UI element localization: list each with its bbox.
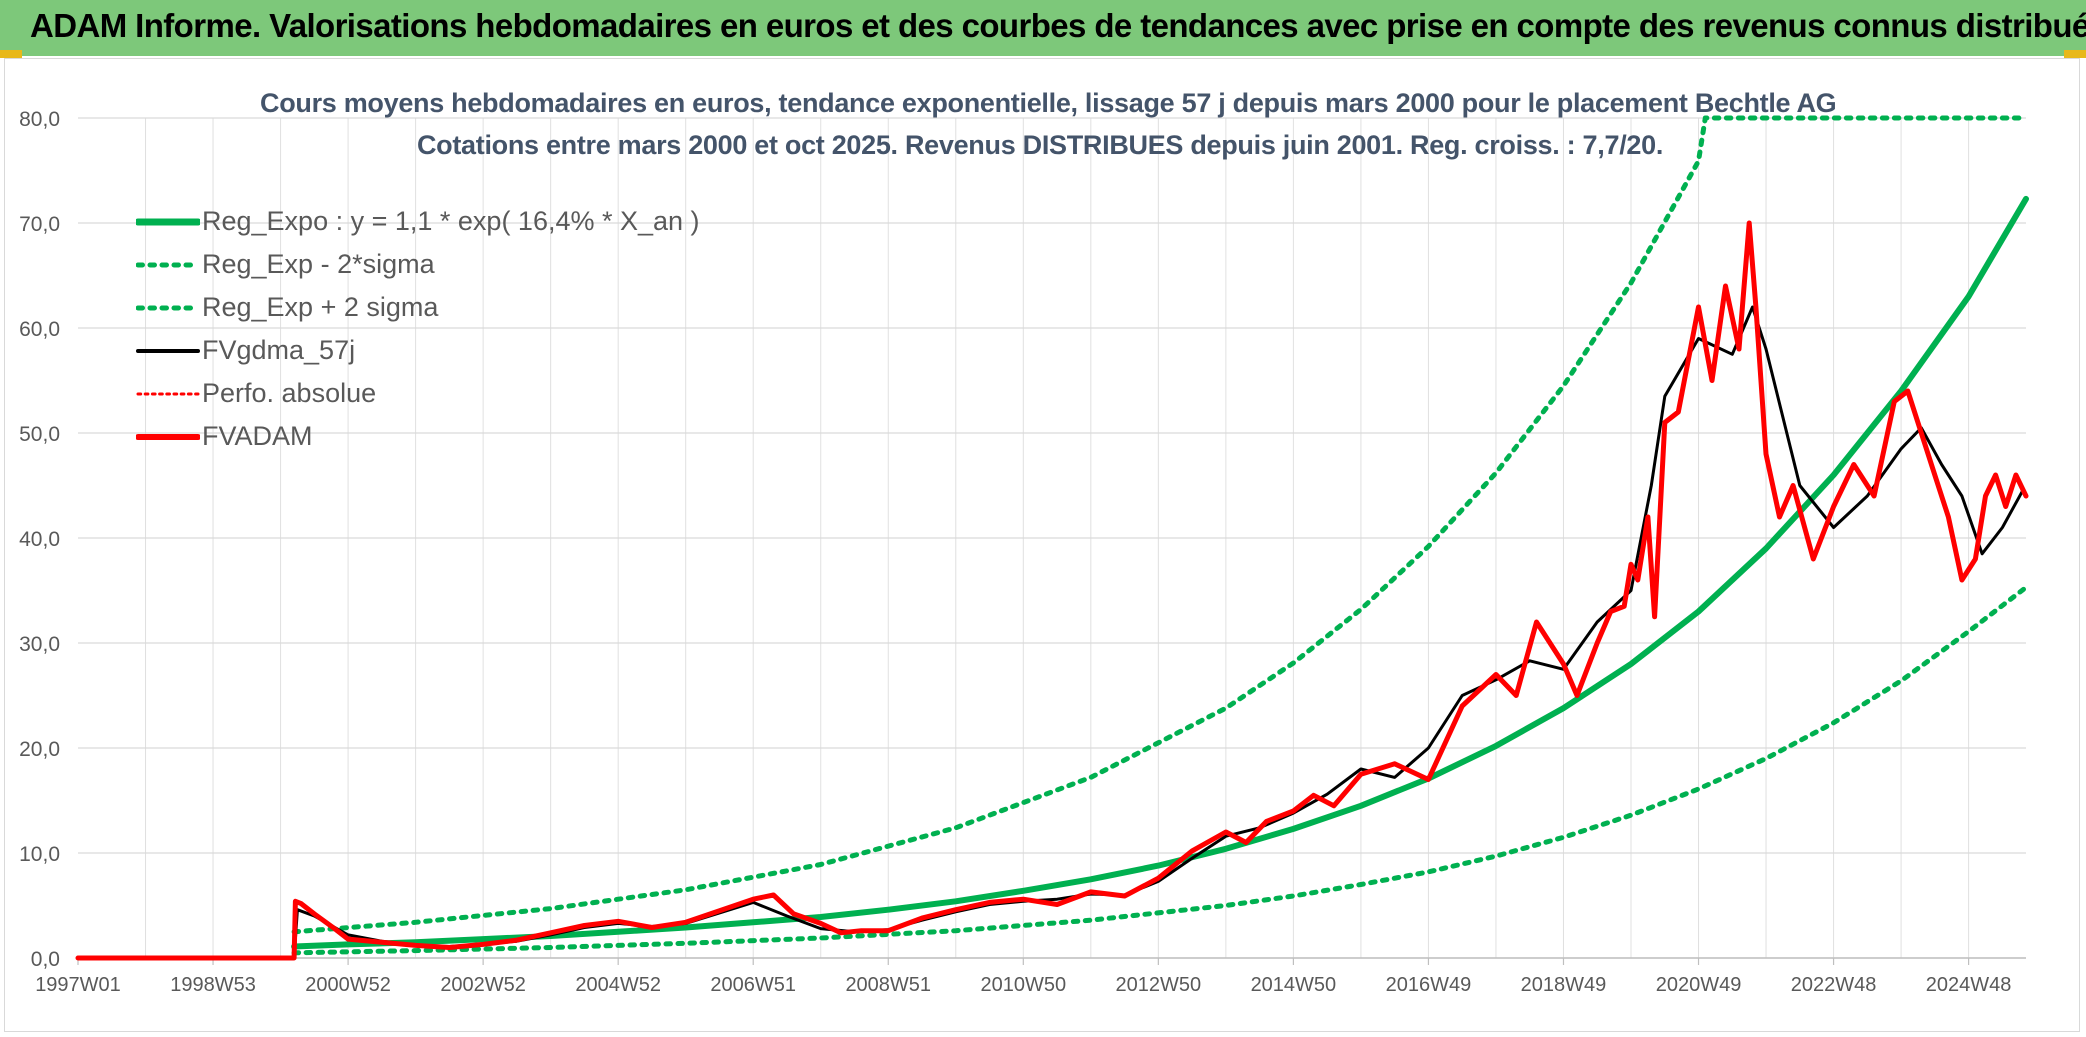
legend-swatch xyxy=(136,218,200,226)
x-tick-label: 2004W52 xyxy=(575,974,661,996)
header-bar: ADAM Informe. Valorisations hebdomadaire… xyxy=(0,0,2086,58)
series-line-reg-exp-2-sigma xyxy=(291,115,2029,935)
x-tick-label: 2002W52 xyxy=(440,974,526,996)
series-line-reg-expo xyxy=(291,195,2029,950)
x-tick-label: 2020W49 xyxy=(1656,974,1742,996)
x-tick-label: 2024W48 xyxy=(1926,974,2012,996)
y-tick-label: 40,0 xyxy=(19,528,60,551)
legend-swatch xyxy=(136,262,200,268)
legend-label: Reg_Expo : y = 1,1 * exp( 16,4% * X_an ) xyxy=(202,206,700,236)
y-tick-label: 80,0 xyxy=(19,108,60,131)
legend-swatch xyxy=(136,349,200,353)
x-tick-label: 2006W51 xyxy=(710,974,796,996)
legend-label: Reg_Exp - 2*sigma xyxy=(202,249,435,279)
y-tick-label: 20,0 xyxy=(19,738,60,761)
chart-subtitle: Cotations entre mars 2000 et oct 2025. R… xyxy=(416,130,1664,160)
x-tick-label: 2022W48 xyxy=(1791,974,1877,996)
x-tick-label: 2010W50 xyxy=(980,974,1066,996)
y-tick-label: 10,0 xyxy=(19,843,60,866)
y-tick-label: 0,0 xyxy=(31,948,60,971)
x-tick-label: 2018W49 xyxy=(1521,974,1607,996)
legend-label: Reg_Exp + 2 sigma xyxy=(202,292,439,322)
y-tick-label: 70,0 xyxy=(19,213,60,236)
chart-frame xyxy=(4,58,2080,1032)
legend-label: Perfo. absolue xyxy=(202,378,377,408)
x-tick-label: 2012W50 xyxy=(1116,974,1202,996)
header-corner-left xyxy=(0,50,22,58)
header-corner-right xyxy=(2064,50,2086,58)
legend-swatch xyxy=(136,305,200,311)
x-tick-label: 2014W50 xyxy=(1251,974,1337,996)
report-title: ADAM Informe. Valorisations hebdomadaire… xyxy=(30,7,2086,44)
y-tick-label: 50,0 xyxy=(19,423,60,446)
legend-label: FVADAM xyxy=(202,421,313,451)
x-tick-label: 1997W01 xyxy=(35,974,121,996)
legend-swatch xyxy=(136,392,200,396)
x-tick-label: 2000W52 xyxy=(305,974,391,996)
x-tick-label: 2008W51 xyxy=(845,974,931,996)
series-line-reg-exp-2-sigma xyxy=(291,584,2029,956)
legend-label: FVgdma_57j xyxy=(202,335,356,365)
y-tick-label: 60,0 xyxy=(19,318,60,341)
series-line-fvadam xyxy=(75,220,2029,961)
legend-swatch xyxy=(136,434,200,440)
x-tick-label: 2016W49 xyxy=(1386,974,1472,996)
x-tick-label: 1998W53 xyxy=(170,974,256,996)
chart-title: Cours moyens hebdomadaires en euros, ten… xyxy=(260,88,1837,118)
y-tick-label: 30,0 xyxy=(19,633,60,656)
